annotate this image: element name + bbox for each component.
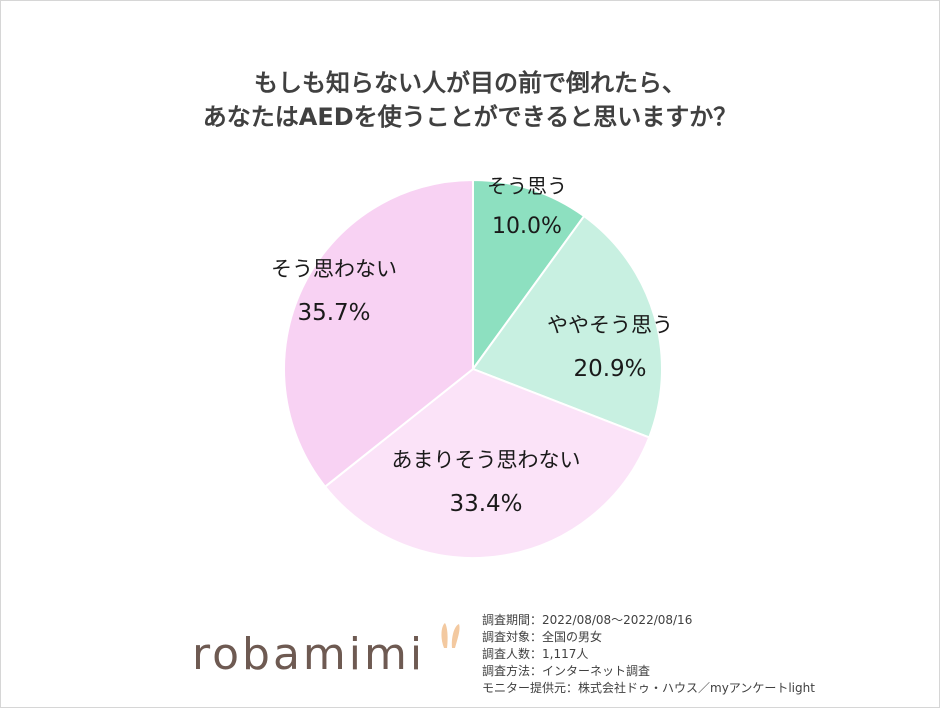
chart-title-line-1: もしも知らない人が目の前で倒れたら、: [254, 69, 686, 97]
slice-somewhat-disagree-label: あまりそう思わない: [392, 448, 581, 472]
chart-title-line-2: あなたはAEDを使うことができると思いますか？: [202, 103, 738, 131]
chart-title: もしも知らない人が目の前で倒れたら、 あなたはAEDを使うことができると思います…: [0, 66, 940, 134]
survey-info: 調査期間：2022/08/08～2022/08/16 調査対象：全国の男女 調査…: [482, 612, 815, 697]
slice-disagree-value-label: 35.7%: [297, 300, 370, 326]
slice-disagree: [283, 178, 474, 489]
slice-agree-value-label: 10.0%: [492, 214, 562, 239]
slice-disagree-label: そう思わない: [271, 257, 397, 281]
survey-target: 調査対象：全国の男女: [482, 630, 603, 644]
survey-provider: モニター提供元：株式会社ドゥ・ハウス／myアンケートlight: [482, 681, 815, 695]
survey-method: 調査方法：インターネット調査: [482, 664, 651, 678]
survey-period: 調査期間：2022/08/08～2022/08/16: [482, 613, 693, 627]
slice-agree: [472, 178, 586, 373]
slice-somewhat-disagree-value-label: 33.4%: [449, 491, 522, 517]
slice-somewhat-disagree: [323, 367, 651, 559]
survey-count: 調査人数：1,117人: [482, 647, 589, 661]
slice-somewhat-agree-value-label: 20.9%: [573, 356, 646, 382]
slice-agree-label: そう思う: [487, 174, 567, 198]
slice-somewhat-agree: [471, 214, 663, 439]
slice-somewhat-agree-label: ややそう思う: [547, 313, 673, 337]
rabbit-ears-icon: [441, 623, 460, 648]
robamimi-logo: robamimi: [192, 629, 426, 680]
